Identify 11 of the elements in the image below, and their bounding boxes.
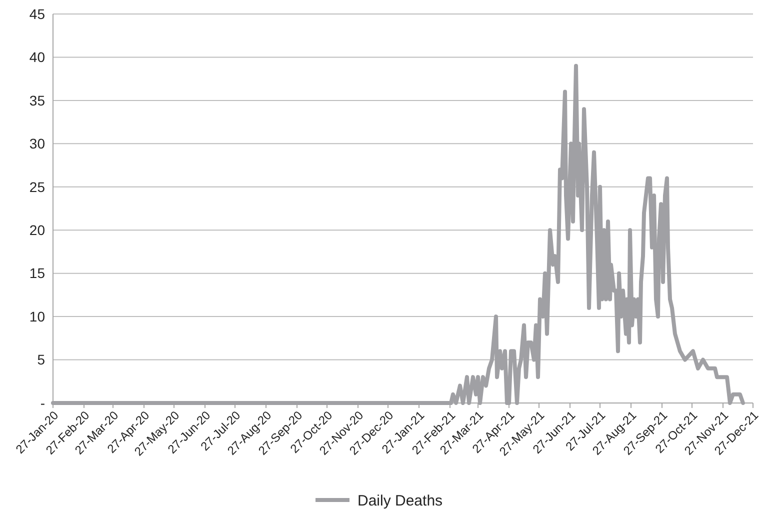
y-tick-label: 15 (29, 265, 46, 282)
y-tick-label: 40 (29, 49, 46, 66)
y-tick-label: - (40, 394, 46, 411)
y-tick-label: 5 (37, 352, 46, 368)
y-tick-label: 30 (29, 136, 46, 152)
y-tick-label: 10 (29, 308, 46, 324)
legend-label: Daily Deaths (358, 492, 443, 510)
y-tick-label: 25 (29, 178, 46, 195)
y-tick-label: 45 (29, 6, 46, 22)
y-tick-label: 35 (29, 92, 46, 108)
y-tick-label: 20 (29, 222, 46, 238)
